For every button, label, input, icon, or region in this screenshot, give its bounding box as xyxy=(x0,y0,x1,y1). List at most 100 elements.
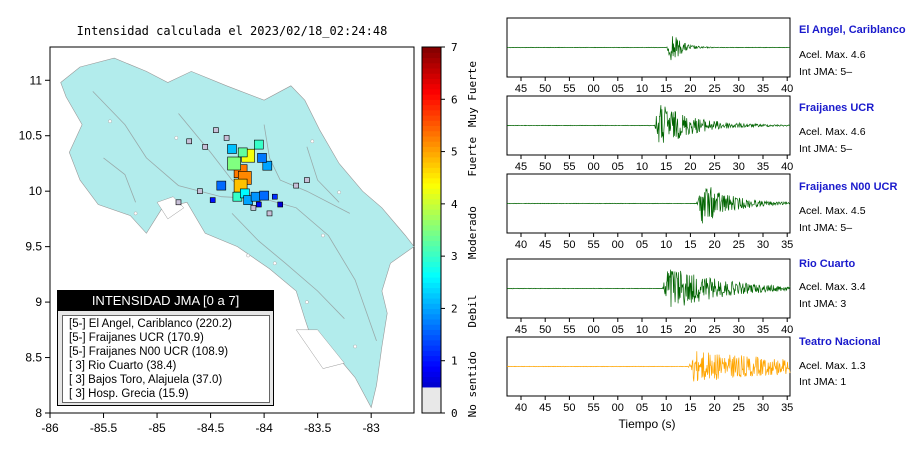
colorbar-segment xyxy=(422,193,441,200)
intensity-cell xyxy=(257,153,267,163)
station-acel: Acel. Max. 1.3 xyxy=(799,360,866,372)
time-tick-label: 00 xyxy=(612,402,624,414)
x-tick-label: -84.5 xyxy=(197,421,225,435)
station-jma: Int JMA: 3 xyxy=(799,298,847,310)
colorbar-segment xyxy=(422,177,441,184)
intensity-cell xyxy=(254,139,264,150)
intensity-cell xyxy=(262,160,273,171)
colorbar-segment xyxy=(422,329,441,336)
colorbar-segment xyxy=(422,104,441,111)
time-tick-label: 40 xyxy=(515,402,527,414)
colorbar-segment xyxy=(422,130,441,137)
colorbar-segment xyxy=(422,339,441,346)
time-tick-label: 05 xyxy=(636,402,648,414)
colorbar-segment xyxy=(422,334,441,341)
y-tick-label: 11 xyxy=(30,73,43,87)
legend-item: [5-] Fraijanes UCR (170.9) xyxy=(69,332,204,344)
time-tick-label: 00 xyxy=(587,83,599,95)
colorbar-label: Moderado xyxy=(466,206,479,259)
time-tick-label: 40 xyxy=(781,83,793,95)
town-dot xyxy=(246,253,250,258)
town-dot xyxy=(108,119,112,124)
intensity-cell xyxy=(213,127,219,133)
x-tick-label: -85 xyxy=(148,421,166,435)
legend-item: [ 3] Hosp. Grecia (15.9) xyxy=(69,388,189,400)
waveform-trace xyxy=(506,36,790,61)
time-tick-label: 25 xyxy=(708,161,720,173)
waveform-trace xyxy=(506,351,791,382)
time-tick-label: 10 xyxy=(660,402,672,414)
colorbar-segment xyxy=(422,47,441,53)
time-tick-label: 15 xyxy=(684,239,696,251)
colorbar-segment xyxy=(422,99,441,106)
intensity-cell xyxy=(271,193,278,200)
intensity-cell xyxy=(266,210,273,217)
colorbar-segment xyxy=(422,397,441,404)
colorbar-segment xyxy=(422,277,441,283)
station-acel: Acel. Max. 4.6 xyxy=(799,126,866,138)
time-tick-label: 35 xyxy=(781,402,793,414)
time-tick-label: 10 xyxy=(636,324,648,336)
colorbar-segment xyxy=(422,261,441,268)
time-tick-label: 50 xyxy=(539,161,551,173)
time-tick-label: 05 xyxy=(612,83,624,95)
intensity-cell xyxy=(202,144,208,150)
intensity-cell xyxy=(250,205,257,211)
intensity-cell xyxy=(304,177,310,183)
colorbar-segment xyxy=(422,318,441,325)
colorbar-segment xyxy=(422,297,441,304)
colorbar-segment xyxy=(422,94,441,100)
map-axes: -86 -85.5 -85 -84.5 -84 -83.5 -83 11 10.5 10 9.5 9 8… xyxy=(19,73,381,435)
colorbar-label: Fuerte xyxy=(466,137,479,177)
colorbar-segment xyxy=(422,109,441,116)
town-dot xyxy=(305,300,309,304)
legend-item: [ 3] Bajos Toro, Alajuela (37.0) xyxy=(69,374,223,386)
time-tick-label: 50 xyxy=(539,83,551,95)
colorbar-segment xyxy=(422,172,441,179)
colorbar-segment xyxy=(422,151,441,158)
colorbar-segment xyxy=(422,240,441,247)
colorbar-frame xyxy=(421,46,442,414)
road-line xyxy=(306,146,340,203)
time-tick-label: 25 xyxy=(733,239,745,251)
time-tick-label: 30 xyxy=(733,161,745,173)
time-tick-label: 05 xyxy=(612,161,624,173)
time-tick-label: 35 xyxy=(757,324,769,336)
y-tick-label: 10.5 xyxy=(19,129,43,143)
x-tick-label: -86 xyxy=(41,421,59,435)
town-dot xyxy=(321,233,325,238)
legend-item: [5-] El Angel, Cariblanco (220.2) xyxy=(69,318,233,330)
colorbar-tick-label: 6 xyxy=(451,93,458,106)
town-dot xyxy=(174,136,179,140)
legend-list: [5-] El Angel, Cariblanco (220.2) [5-] F… xyxy=(62,315,270,403)
intensity-cell xyxy=(237,147,248,158)
colorbar-segment xyxy=(422,114,441,121)
time-tick-label: 45 xyxy=(515,161,527,173)
colorbar-segment xyxy=(422,209,441,215)
colorbar-segment xyxy=(422,407,441,414)
colorbar-tick-label: 1 xyxy=(451,355,458,368)
intensity-cell xyxy=(277,201,284,208)
time-tick-label: 55 xyxy=(563,161,575,173)
colorbar-segment xyxy=(422,156,441,163)
colorbar-segment xyxy=(422,292,441,299)
land-polygon xyxy=(60,57,415,409)
colorbar-segment xyxy=(422,146,441,153)
time-tick-label: 25 xyxy=(708,324,720,336)
waveform-trace xyxy=(506,269,791,307)
time-tick-label: 40 xyxy=(781,324,793,336)
legend-item: [5-] Fraijanes N00 UCR (108.9) xyxy=(69,346,229,358)
colorbar-segment xyxy=(422,313,441,320)
colorbar-segment xyxy=(422,203,441,210)
time-tick-label: 20 xyxy=(708,239,720,251)
station-name: Fraijanes UCR xyxy=(799,102,875,114)
time-tick-label: 10 xyxy=(636,161,648,173)
colorbar-segment xyxy=(422,67,441,74)
time-tick-label: 15 xyxy=(660,161,672,173)
time-tick-label: 55 xyxy=(563,324,575,336)
colorbar-segment xyxy=(422,402,441,409)
intensity-cell xyxy=(175,199,182,206)
colorbar-segment xyxy=(422,52,441,59)
colorbar-segment xyxy=(422,182,441,189)
colorbar-segment xyxy=(422,83,441,90)
